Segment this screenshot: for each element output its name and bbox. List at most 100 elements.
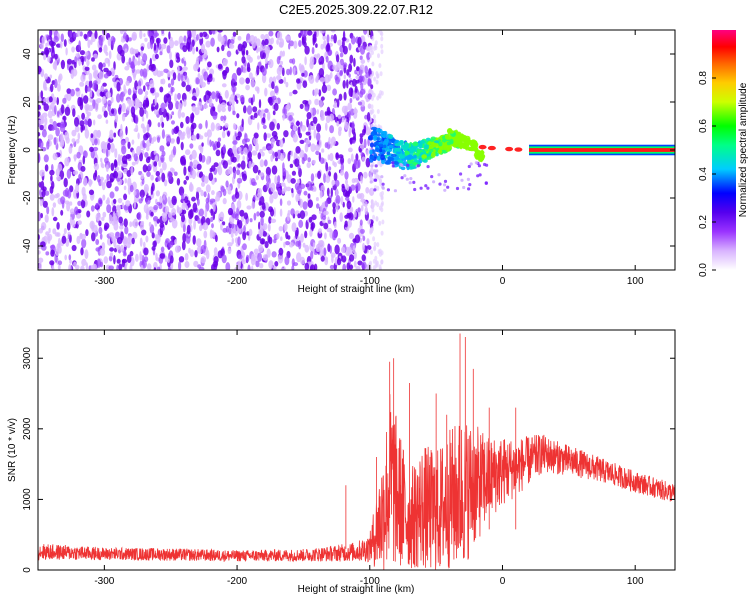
spectrogram-cell xyxy=(242,155,245,161)
spectrogram-cell xyxy=(74,125,80,133)
spectrogram-cell xyxy=(372,214,376,220)
spectrogram-cell xyxy=(209,68,215,76)
spectrogram-cell xyxy=(212,111,218,120)
spectrogram-cell xyxy=(259,172,264,177)
spectrogram-cell xyxy=(185,126,191,135)
spectrogram-cell xyxy=(273,102,279,112)
spectrogram-cell xyxy=(169,51,172,60)
spectrogram-cell xyxy=(276,122,280,130)
spectrogram-cell xyxy=(299,198,304,208)
spectrogram-cell xyxy=(133,218,138,229)
spectrogram-cell xyxy=(269,194,274,204)
spectrogram-cell xyxy=(126,170,132,177)
spectrogram-cell xyxy=(245,192,249,201)
spectrogram-cell xyxy=(479,151,484,156)
spectrogram-cell xyxy=(281,67,285,77)
spectrogram-cell xyxy=(62,97,67,104)
spectrogram-cell xyxy=(330,34,334,40)
spectrogram-cell xyxy=(382,149,386,155)
spectrogram-cell xyxy=(270,154,274,162)
spectrogram-cell xyxy=(38,257,44,263)
spectrogram-cell xyxy=(200,244,206,254)
spectrogram-cell xyxy=(362,235,366,242)
spectrogram-cell xyxy=(306,30,313,36)
spectrogram-cell xyxy=(280,60,283,66)
colorbar-tick-label: 0.2 xyxy=(698,215,709,229)
spectrogram-cell xyxy=(112,205,117,214)
spectrogram-cell xyxy=(276,181,281,188)
spectrogram-cell xyxy=(196,187,202,193)
spectrogram-cell xyxy=(51,207,55,217)
spectrogram-cell xyxy=(257,122,260,131)
spectrogram-cell xyxy=(80,247,84,256)
spectrogram-cell xyxy=(261,73,267,84)
spectrogram-cell xyxy=(337,39,342,46)
spectrogram-cell xyxy=(140,195,144,202)
spectrogram-cell xyxy=(400,176,404,180)
spectrogram-cell xyxy=(430,175,434,179)
spectrogram-cell xyxy=(477,164,481,168)
spectrogram-cell xyxy=(184,253,189,261)
spectrogram-cell xyxy=(164,255,168,263)
spectrogram-cell xyxy=(245,254,250,263)
spectrogram-cell xyxy=(63,177,68,188)
spectrogram-cell xyxy=(475,150,479,155)
spectrogram-cell xyxy=(316,109,319,115)
spectrogram-cell xyxy=(111,96,114,104)
spectrogram-cell xyxy=(360,151,364,157)
colorbar: 0.0 0.2 0.4 0.6 0.8 Normalized spectral ampl… xyxy=(698,30,749,277)
spectrogram-cell xyxy=(381,201,384,206)
spectrogram-cell xyxy=(49,244,55,249)
spectrogram-cell xyxy=(432,180,436,184)
spectrogram-cell xyxy=(113,198,117,204)
snr-series-line xyxy=(38,333,675,570)
spectrogram-cell xyxy=(139,152,143,162)
spectrogram-cell xyxy=(373,178,377,182)
spectrogram-cell xyxy=(55,127,60,137)
spectrogram-cell xyxy=(345,196,350,201)
spectrogram-cell xyxy=(196,34,199,41)
spectrogram-cell xyxy=(50,249,55,257)
spectrogram-cell xyxy=(186,202,191,208)
spectrogram-cell xyxy=(308,74,315,84)
spectrogram-cell xyxy=(466,137,471,141)
spectrogram-cell xyxy=(353,108,358,115)
spectrogram-cell xyxy=(207,91,212,97)
spectrogram-cell xyxy=(310,173,315,182)
spectrogram-cell xyxy=(377,53,380,59)
spectrogram-cell xyxy=(183,60,187,67)
spectrogram-cell xyxy=(230,152,235,163)
spectrogram-cell xyxy=(298,40,302,47)
spectrogram-cell xyxy=(286,200,292,206)
spectrogram-cell xyxy=(236,169,241,176)
spectrogram-cell xyxy=(155,234,161,244)
spectrogram-cell xyxy=(139,237,143,247)
spectrogram-cell xyxy=(373,241,377,247)
spectrogram-cell xyxy=(184,72,188,81)
spectrogram-cell xyxy=(375,216,379,222)
spectrogram-cell xyxy=(253,112,258,119)
spectrogram-cell xyxy=(149,57,152,67)
spectrogram-cell xyxy=(93,119,96,126)
spectrogram-cell xyxy=(48,227,51,234)
spectrogram-cell xyxy=(294,182,300,191)
spectrogram-cell xyxy=(287,209,291,216)
spectrogram-cell xyxy=(361,261,367,270)
spectrogram-cell xyxy=(74,117,80,127)
spectrogram-cell xyxy=(180,73,184,83)
spectrogram-cell xyxy=(349,54,354,64)
spectrogram-cell xyxy=(88,72,93,82)
spectrogram-cell xyxy=(359,133,364,138)
spectrogram-cell xyxy=(385,159,392,165)
spectrogram-cell xyxy=(335,188,338,197)
spectrogram-cell xyxy=(73,154,77,162)
x-tick-label: -100 xyxy=(360,576,380,587)
spectrogram-cell xyxy=(83,177,88,187)
spectrogram-cell xyxy=(412,141,419,147)
spectrogram-cell xyxy=(243,225,246,233)
spectrogram-cell xyxy=(119,92,124,102)
spectrogram-cell xyxy=(85,229,89,237)
spectrogram-cell xyxy=(239,94,245,103)
spectrogram-cell xyxy=(231,213,237,219)
spectrogram-cell xyxy=(100,157,103,163)
